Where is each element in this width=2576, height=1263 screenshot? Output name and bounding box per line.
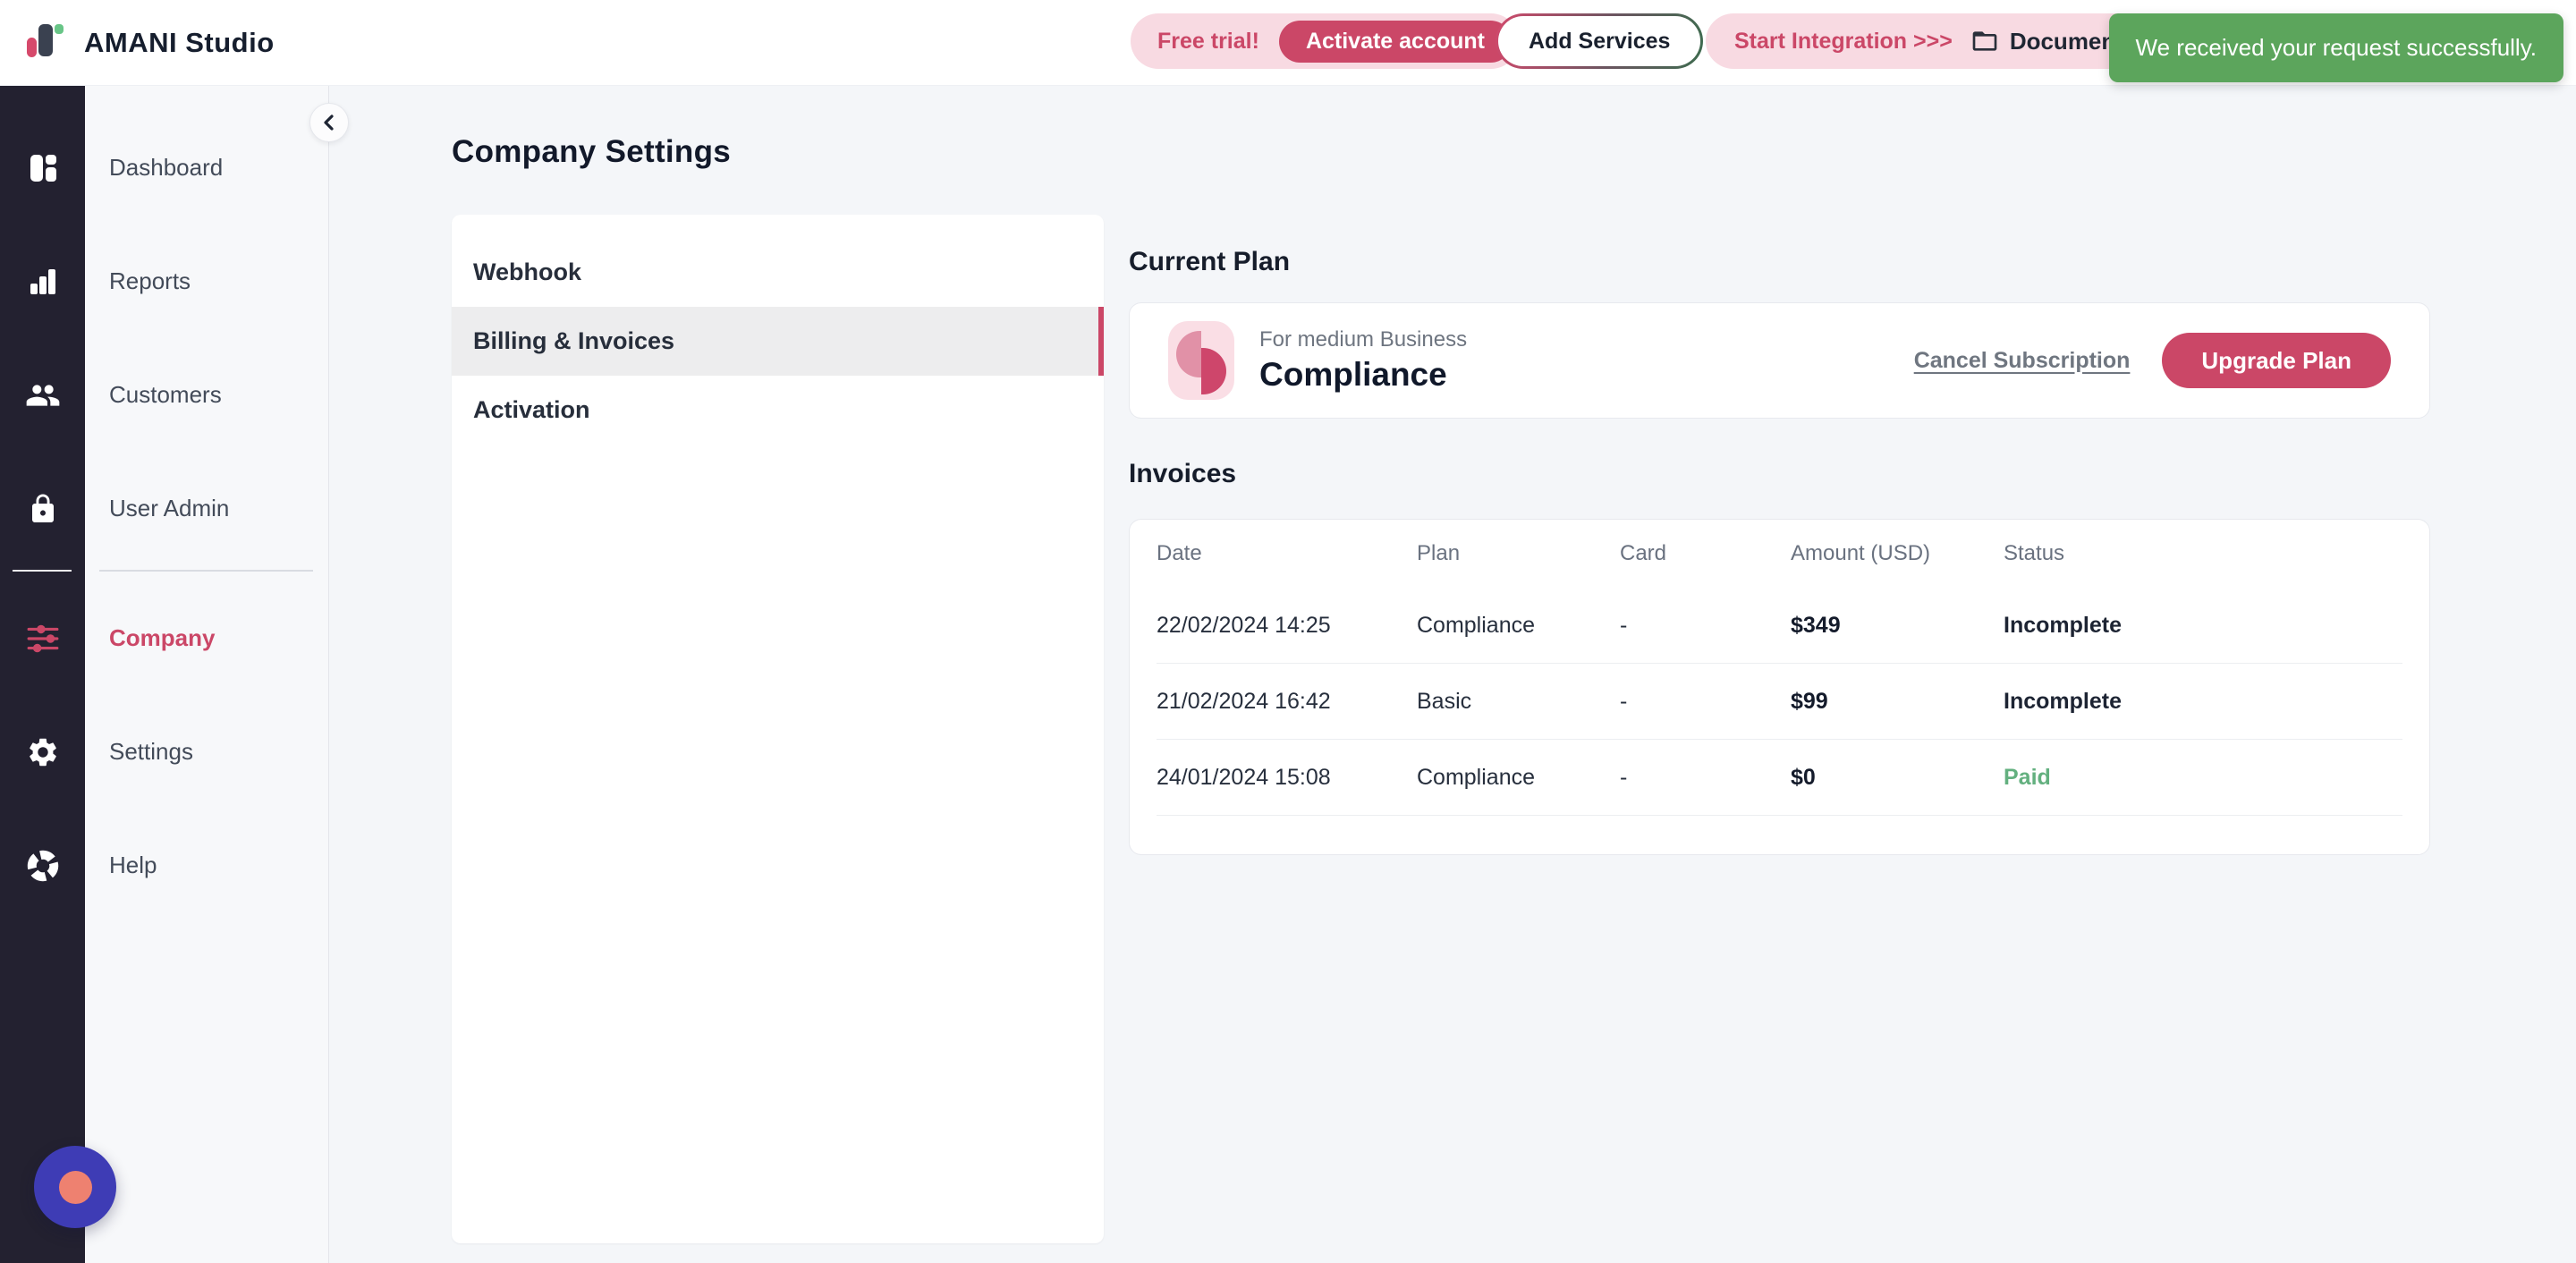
chat-widget-button[interactable] xyxy=(34,1146,116,1228)
table-row: 21/02/2024 16:42 Basic - $99 Incomplete xyxy=(1157,664,2402,740)
invoices-table-header: Date Plan Card Amount (USD) Status xyxy=(1157,520,2402,588)
sliders-icon xyxy=(0,622,85,656)
sidebar-item-customers[interactable]: Customers xyxy=(0,338,329,452)
add-services-button-wrapper: Add Services xyxy=(1496,13,1704,69)
tab-activation[interactable]: Activation xyxy=(452,376,1104,445)
tab-billing-invoices[interactable]: Billing & Invoices xyxy=(452,307,1104,376)
chevron-left-icon xyxy=(320,114,338,131)
invoice-date: 24/01/2024 15:08 xyxy=(1157,764,1331,790)
life-buoy-icon xyxy=(0,848,85,884)
sidebar-item-label: Company xyxy=(109,624,216,651)
invoice-status: Incomplete xyxy=(2004,688,2122,714)
page-title: Company Settings xyxy=(452,134,732,169)
invoice-plan: Compliance xyxy=(1417,764,1536,790)
sidebar: Dashboard Reports Customers xyxy=(0,86,329,1263)
dashboard-icon xyxy=(0,153,85,183)
sidebar-item-help[interactable]: Help xyxy=(0,809,329,922)
sidebar-label-column xyxy=(85,86,329,1263)
logo-icon xyxy=(23,20,70,66)
start-integration-link[interactable]: Start Integration >>> xyxy=(1734,28,1953,54)
column-header-card: Card xyxy=(1620,541,1667,565)
plan-audience: For medium Business xyxy=(1259,327,1468,352)
tab-label: Webhook xyxy=(473,259,581,285)
tab-label: Billing & Invoices xyxy=(473,327,675,354)
invoices-heading: Invoices xyxy=(1129,459,1237,488)
invoice-plan: Basic xyxy=(1417,688,1472,714)
sidebar-item-company[interactable]: Company xyxy=(0,581,329,695)
brand-name: AMANI Studio xyxy=(84,27,275,58)
invoice-amount: $99 xyxy=(1791,688,1828,714)
invoice-date: 22/02/2024 14:25 xyxy=(1157,612,1331,638)
people-icon xyxy=(0,377,85,413)
sidebar-item-label: Dashboard xyxy=(109,154,224,181)
tab-label: Activation xyxy=(473,396,590,423)
sidebar-item-label: Settings xyxy=(109,738,193,765)
column-header-plan: Plan xyxy=(1417,541,1461,565)
gear-icon xyxy=(0,735,85,769)
main-content: Company Settings Webhook Billing & Invoi… xyxy=(329,86,2576,1263)
success-toast[interactable]: We received your request successfully. xyxy=(2108,13,2563,82)
sidebar-item-label: User Admin xyxy=(109,495,230,521)
plan-name: Compliance xyxy=(1259,356,1447,393)
tab-webhook[interactable]: Webhook xyxy=(452,238,1104,307)
sidebar-collapse-button[interactable] xyxy=(309,103,349,142)
sidebar-item-label: Help xyxy=(109,852,157,878)
activate-account-button[interactable]: Activate account xyxy=(1278,20,1512,63)
column-header-status: Status xyxy=(2004,541,2065,565)
invoice-card: - xyxy=(1620,764,1628,790)
sidebar-item-dashboard[interactable]: Dashboard xyxy=(0,111,329,225)
folder-icon xyxy=(1970,27,1999,55)
add-services-button[interactable]: Add Services xyxy=(1498,16,1701,66)
invoice-amount: $349 xyxy=(1791,612,1841,638)
invoice-status: Incomplete xyxy=(2004,612,2122,638)
invoice-plan: Compliance xyxy=(1417,612,1536,638)
sidebar-item-label: Customers xyxy=(109,381,222,408)
free-trial-label: Free trial! xyxy=(1157,28,1259,54)
invoice-status: Paid xyxy=(2004,764,2051,790)
column-header-amount: Amount (USD) xyxy=(1791,541,1931,565)
current-plan-card: For medium Business Compliance Cancel Su… xyxy=(1129,302,2430,419)
free-trial-banner: Free trial! Activate account xyxy=(1131,13,1519,69)
table-row: 24/01/2024 15:08 Compliance - $0 Paid xyxy=(1157,740,2402,816)
sidebar-item-user-admin[interactable]: User Admin xyxy=(0,452,329,565)
bar-chart-icon xyxy=(0,267,85,297)
settings-tabs-card: Webhook Billing & Invoices Activation xyxy=(452,215,1104,1243)
column-header-date: Date xyxy=(1157,541,1202,565)
sidebar-item-label: Reports xyxy=(109,267,191,294)
invoices-table: Date Plan Card Amount (USD) Status 22/02… xyxy=(1129,519,2430,855)
current-plan-heading: Current Plan xyxy=(1129,247,1291,276)
lock-icon xyxy=(0,493,85,525)
invoice-card: - xyxy=(1620,612,1628,638)
invoice-amount: $0 xyxy=(1791,764,1816,790)
invoice-date: 21/02/2024 16:42 xyxy=(1157,688,1331,714)
table-row: 22/02/2024 14:25 Compliance - $349 Incom… xyxy=(1157,588,2402,664)
toast-message: We received your request successfully. xyxy=(2135,34,2537,61)
sidebar-item-reports[interactable]: Reports xyxy=(0,225,329,338)
invoice-card: - xyxy=(1620,688,1628,714)
sidebar-item-settings[interactable]: Settings xyxy=(0,695,329,809)
cancel-subscription-link[interactable]: Cancel Subscription xyxy=(1913,347,2131,373)
chat-widget-dot-icon xyxy=(58,1170,92,1204)
sidebar-divider xyxy=(0,570,329,572)
plan-logo-icon xyxy=(1168,321,1234,400)
app-logo: AMANI Studio xyxy=(23,0,275,86)
upgrade-plan-button[interactable]: Upgrade Plan xyxy=(2162,333,2391,388)
